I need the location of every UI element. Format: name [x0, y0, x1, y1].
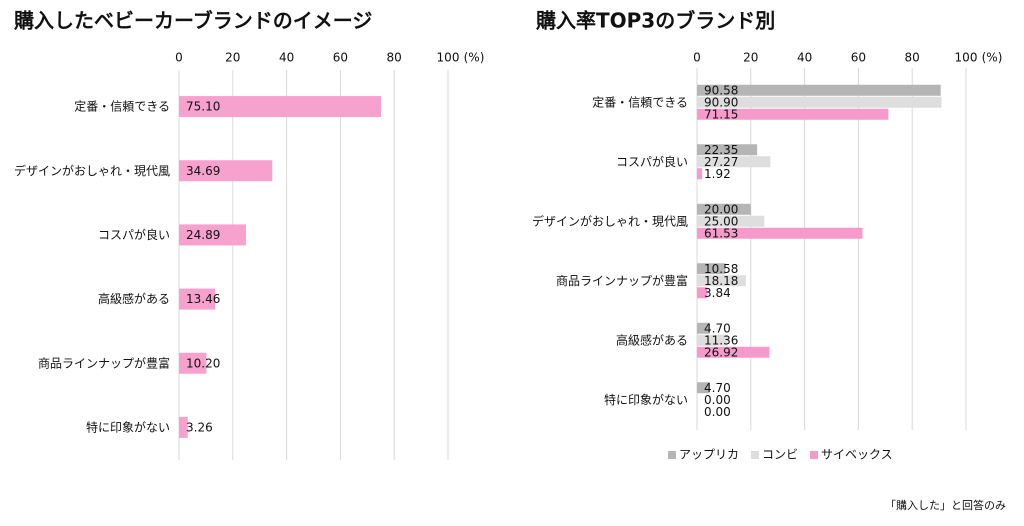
bar [697, 96, 942, 108]
legend-swatch [810, 451, 819, 459]
bar [697, 156, 771, 168]
value-label: 71.15 [704, 107, 738, 121]
legend-label: コンビ [762, 448, 798, 462]
bar [697, 227, 863, 239]
value-label: 11.36 [704, 333, 738, 347]
bar [179, 352, 207, 374]
value-label: 20.00 [704, 202, 738, 216]
value-label: 90.58 [704, 83, 738, 97]
bar [697, 275, 746, 287]
bar [697, 215, 765, 227]
x-tick-label: 20 [743, 51, 758, 65]
category-label: 特に印象がない [604, 392, 688, 407]
bar [697, 203, 751, 215]
category-label: 定番・信頼できる [74, 99, 170, 114]
bar [697, 263, 726, 275]
value-label: 26.92 [704, 345, 738, 359]
bar [179, 288, 216, 310]
category-label: デザインがおしゃれ・現代風 [14, 163, 170, 178]
value-label: 4.70 [704, 321, 731, 335]
bar [697, 144, 758, 156]
x-tick-label: 40 [797, 51, 812, 65]
value-label: 0.00 [704, 405, 731, 419]
legend-label: アップリカ [679, 448, 739, 462]
axis-unit: (%) [464, 51, 485, 65]
value-label: 0.00 [704, 393, 731, 407]
value-label: 10.58 [704, 262, 738, 276]
axis-unit: (%) [982, 51, 1003, 65]
value-label: 3.84 [704, 286, 731, 300]
value-label: 4.70 [704, 381, 731, 395]
bar [697, 168, 703, 180]
bar [697, 346, 770, 358]
bar [179, 416, 188, 438]
bar [179, 96, 382, 118]
value-label: 24.89 [186, 228, 220, 242]
x-tick-label: 0 [693, 51, 701, 65]
bar [697, 382, 710, 394]
value-label: 13.46 [186, 292, 220, 306]
value-label: 25.00 [704, 214, 738, 228]
x-tick-label: 100 [955, 51, 978, 65]
bar [179, 160, 273, 182]
value-label: 34.69 [186, 164, 220, 178]
chart-title: 購入したベビーカーブランドのイメージ [14, 9, 372, 33]
bar [697, 108, 889, 120]
legend-label: サイベックス [821, 448, 893, 462]
value-label: 22.35 [704, 143, 738, 157]
value-label: 27.27 [704, 155, 738, 169]
value-label: 3.26 [186, 420, 213, 434]
value-label: 90.90 [704, 95, 738, 109]
category-label: 特に印象がない [86, 419, 170, 434]
x-tick-label: 80 [387, 51, 402, 65]
value-label: 18.18 [704, 274, 738, 288]
legend-swatch [668, 451, 676, 459]
bar [697, 287, 708, 299]
category-label: 高級感がある [616, 332, 688, 347]
bar [697, 334, 728, 346]
x-tick-label: 100 [437, 51, 460, 65]
x-tick-label: 0 [175, 51, 183, 65]
category-label: 高級感がある [98, 291, 170, 306]
value-label: 10.20 [186, 356, 220, 370]
x-tick-label: 80 [905, 51, 920, 65]
x-tick-label: 60 [333, 51, 348, 65]
category-label: 定番・信頼できる [592, 94, 688, 109]
bar [179, 224, 246, 246]
category-label: 商品ラインナップが豊富 [556, 273, 688, 288]
footnote: 「購入した」と回答のみ [885, 498, 1006, 512]
x-tick-label: 20 [225, 51, 240, 65]
bar [697, 322, 710, 334]
value-label: 75.10 [186, 100, 220, 114]
category-label: デザインがおしゃれ・現代風 [532, 213, 688, 228]
value-label: 1.92 [704, 167, 731, 181]
x-tick-label: 60 [851, 51, 866, 65]
category-label: コスパが良い [98, 227, 170, 242]
chart-title: 購入率TOP3のブランド別 [536, 9, 775, 33]
category-label: 商品ラインナップが豊富 [38, 355, 170, 370]
category-label: コスパが良い [616, 154, 688, 169]
value-label: 61.53 [704, 226, 738, 240]
legend-swatch [751, 451, 760, 459]
bar [697, 84, 941, 96]
x-tick-label: 40 [279, 51, 294, 65]
